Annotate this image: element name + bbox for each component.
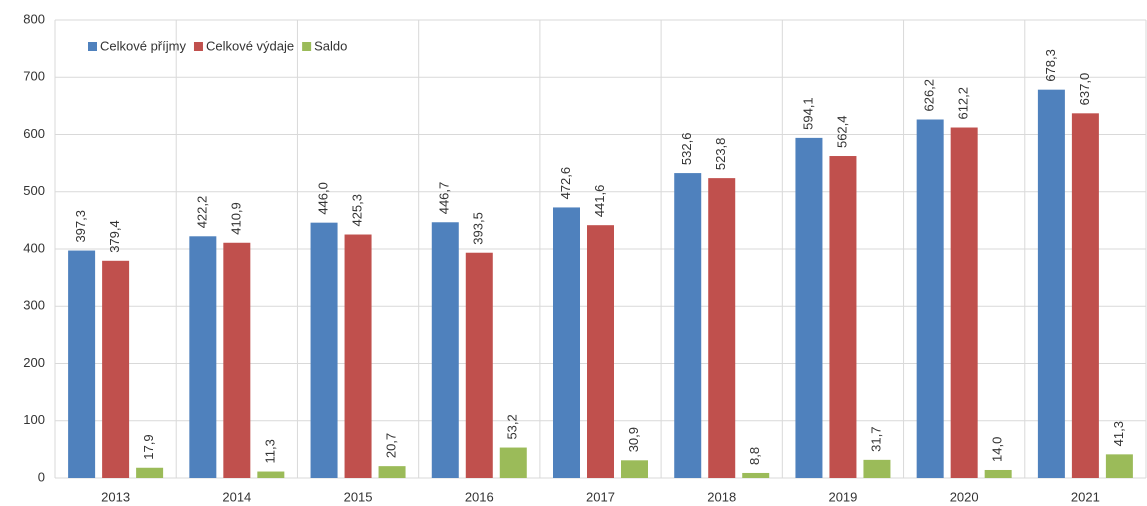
bar <box>708 178 736 478</box>
y-tick-label: 100 <box>23 412 45 427</box>
value-label: 422,2 <box>194 196 209 229</box>
bar <box>465 252 493 478</box>
value-label: 612,2 <box>956 87 971 120</box>
legend-swatch <box>302 42 312 51</box>
bar <box>916 119 944 479</box>
bar <box>742 472 770 478</box>
x-tick-label: 2019 <box>828 489 857 504</box>
legend-label: Saldo <box>314 38 347 53</box>
value-label: 11,3 <box>262 439 277 463</box>
bar <box>189 236 217 478</box>
bar <box>950 127 978 478</box>
y-tick-label: 0 <box>38 469 45 484</box>
y-tick-label: 700 <box>23 69 45 84</box>
y-tick-label: 800 <box>23 11 45 26</box>
bar <box>257 471 285 478</box>
bar <box>587 225 614 478</box>
value-label: 53,2 <box>505 414 520 439</box>
x-tick-label: 2021 <box>1071 489 1100 504</box>
y-tick-label: 200 <box>23 355 45 370</box>
bar <box>795 137 823 478</box>
value-label: 523,8 <box>713 138 728 171</box>
value-label: 446,0 <box>315 182 330 215</box>
value-label: 626,2 <box>922 79 937 112</box>
x-tick-label: 2013 <box>101 489 130 504</box>
legend-swatch <box>88 42 97 51</box>
bar <box>984 469 1012 478</box>
x-tick-label: 2014 <box>222 489 251 504</box>
bar <box>1105 454 1133 478</box>
value-label: 41,3 <box>1111 421 1126 446</box>
value-label: 397,3 <box>73 210 88 243</box>
bar <box>136 467 164 478</box>
legend-label: Celkové výdaje <box>206 38 294 53</box>
bar <box>310 222 338 478</box>
bar <box>344 234 372 478</box>
y-tick-label: 400 <box>23 240 45 255</box>
value-label: 446,7 <box>437 182 452 215</box>
x-tick-label: 2017 <box>586 489 615 504</box>
value-label: 30,9 <box>626 427 641 452</box>
bar <box>431 222 459 478</box>
bar <box>223 242 251 478</box>
bar <box>674 173 702 479</box>
y-tick-label: 300 <box>23 298 45 313</box>
bar <box>1071 113 1099 478</box>
value-label: 8,8 <box>747 447 762 465</box>
value-label: 425,3 <box>349 194 364 227</box>
bar <box>1037 89 1065 478</box>
value-label: 17,9 <box>141 434 156 459</box>
legend-label: Celkové příjmy <box>100 38 186 53</box>
value-label: 637,0 <box>1077 73 1092 106</box>
bar <box>553 207 580 478</box>
y-tick-label: 600 <box>23 126 45 141</box>
value-label: 410,9 <box>228 202 243 235</box>
legend-swatch <box>193 42 203 51</box>
x-tick-label: 2016 <box>465 489 494 504</box>
x-tick-label: 2015 <box>344 489 373 504</box>
value-label: 31,7 <box>868 427 883 452</box>
value-label: 532,6 <box>679 133 694 166</box>
value-label: 393,5 <box>471 212 486 245</box>
value-label: 594,1 <box>800 97 815 130</box>
bar <box>68 250 96 478</box>
value-label: 20,7 <box>383 433 398 458</box>
bar <box>621 460 648 478</box>
value-label: 562,4 <box>834 115 849 148</box>
bar <box>378 466 406 478</box>
value-label: 441,6 <box>592 185 607 218</box>
value-label: 678,3 <box>1043 49 1058 82</box>
value-label: 14,0 <box>990 437 1005 462</box>
x-tick-label: 2018 <box>707 489 736 504</box>
value-label: 472,6 <box>558 167 573 200</box>
y-tick-label: 500 <box>23 183 45 198</box>
bar <box>829 156 857 478</box>
x-tick-label: 2020 <box>950 489 979 504</box>
value-label: 379,4 <box>107 220 122 253</box>
bar <box>499 447 527 478</box>
bar <box>863 459 891 478</box>
bar <box>102 260 130 478</box>
